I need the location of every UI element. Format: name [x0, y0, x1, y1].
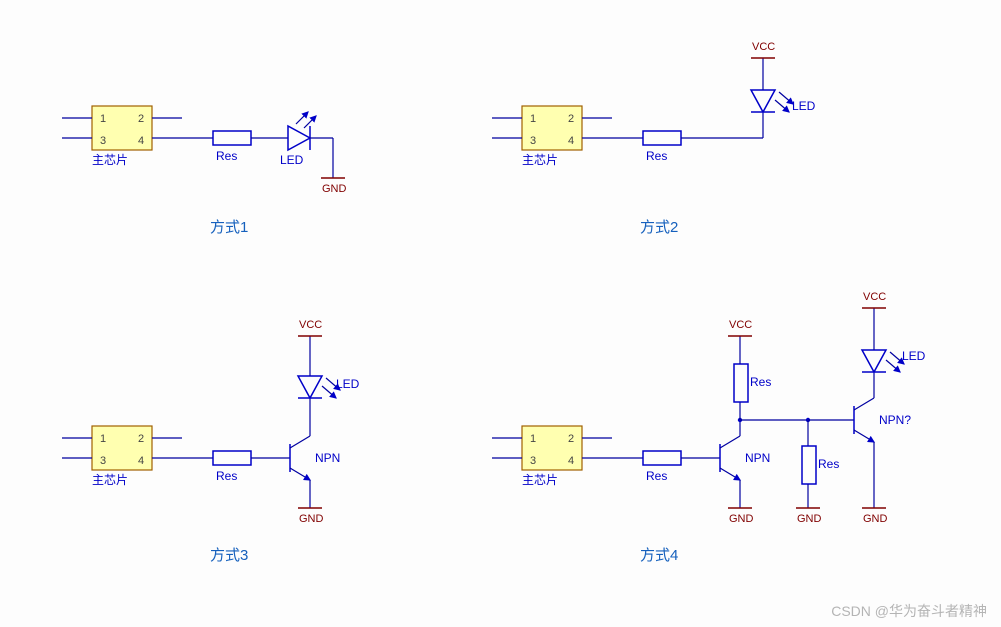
svg-text:主芯片: 主芯片 — [522, 473, 558, 487]
pin-4: 4 — [138, 135, 144, 147]
svg-text:1: 1 — [530, 433, 536, 445]
chip-scheme3: 1 2 3 4 主芯片 — [62, 426, 182, 487]
chip-scheme2: 1 2 3 4 主芯片 — [492, 106, 612, 167]
svg-text:2: 2 — [138, 433, 144, 445]
vcc-label: VCC — [752, 41, 775, 53]
svg-text:GND: GND — [299, 513, 324, 525]
chip-scheme1: 1 2 3 4 主芯片 — [62, 106, 182, 167]
svg-text:3: 3 — [100, 455, 106, 467]
title-2: 方式2 — [640, 219, 678, 236]
led-label: LED — [280, 153, 304, 167]
title-3: 方式3 — [210, 547, 248, 564]
svg-text:Res: Res — [750, 375, 771, 389]
svg-text:VCC: VCC — [863, 291, 886, 303]
svg-text:LED: LED — [792, 99, 816, 113]
svg-text:GND: GND — [729, 513, 754, 525]
watermark: CSDN @华为奋斗者精神 — [831, 601, 987, 621]
svg-text:4: 4 — [138, 455, 144, 467]
svg-text:4: 4 — [568, 455, 574, 467]
svg-text:LED: LED — [902, 349, 926, 363]
scheme-4: Res NPN GND Res VCC Res GND NPN? — [612, 291, 926, 564]
svg-text:主芯片: 主芯片 — [522, 153, 558, 167]
svg-text:Res: Res — [818, 457, 839, 471]
svg-text:GND: GND — [797, 513, 822, 525]
svg-text:Res: Res — [646, 469, 667, 483]
svg-text:GND: GND — [863, 513, 888, 525]
svg-text:Res: Res — [216, 469, 237, 483]
gnd-label: GND — [322, 183, 347, 195]
pin-2: 2 — [138, 113, 144, 125]
title-1: 方式1 — [210, 219, 248, 236]
svg-text:VCC: VCC — [729, 319, 752, 331]
npn-label: NPN — [315, 451, 340, 465]
chip-scheme4: 1 2 3 4 主芯片 — [492, 426, 612, 487]
title-4: 方式4 — [640, 547, 678, 564]
scheme-1: Res LED GND 方式1 — [182, 112, 347, 236]
svg-text:2: 2 — [568, 113, 574, 125]
svg-text:2: 2 — [568, 433, 574, 445]
svg-text:1: 1 — [530, 113, 536, 125]
svg-text:4: 4 — [568, 135, 574, 147]
svg-text:NPN: NPN — [745, 451, 770, 465]
schematic-canvas: 1 2 3 4 主芯片 Res LED GND 方式1 1 2 3 4 主芯片 — [0, 0, 1001, 627]
svg-text:3: 3 — [530, 135, 536, 147]
pin-1: 1 — [100, 113, 106, 125]
pin-3: 3 — [100, 135, 106, 147]
svg-text:1: 1 — [100, 433, 106, 445]
npn2-label: NPN? — [879, 413, 911, 427]
scheme-2: Res LED VCC 方式2 — [612, 41, 816, 236]
svg-text:Res: Res — [646, 149, 667, 163]
svg-text:3: 3 — [530, 455, 536, 467]
res-label: Res — [216, 149, 237, 163]
svg-text:VCC: VCC — [299, 319, 322, 331]
svg-text:LED: LED — [336, 377, 360, 391]
svg-text:主芯片: 主芯片 — [92, 473, 128, 487]
scheme-3: Res NPN GND LED VCC 方式3 — [182, 319, 360, 564]
chip-label: 主芯片 — [92, 153, 128, 167]
